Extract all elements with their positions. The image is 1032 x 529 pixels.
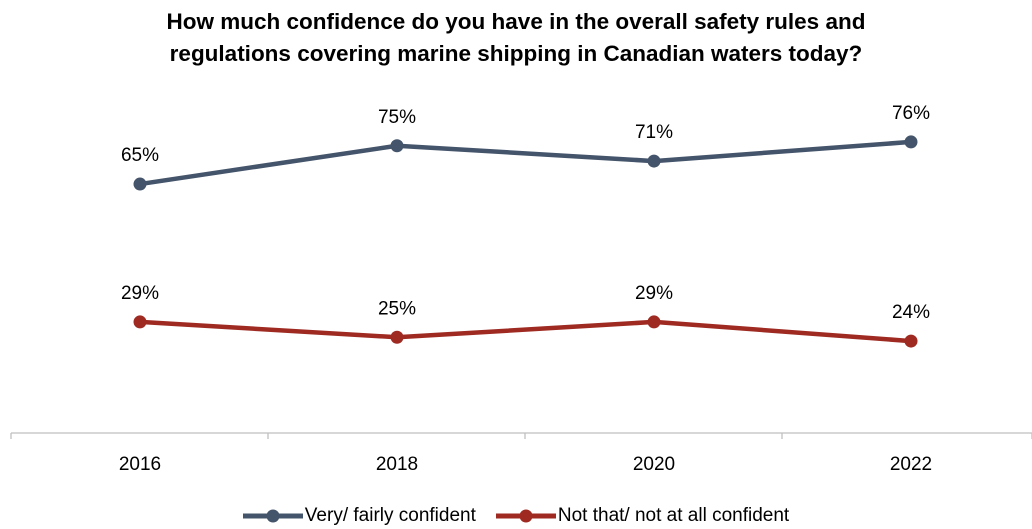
data-point [647, 315, 661, 329]
data-point [390, 139, 404, 153]
x-tick-label: 2022 [890, 454, 932, 475]
data-label: 29% [121, 283, 159, 304]
data-label: 25% [378, 298, 416, 319]
x-tick-label: 2020 [633, 454, 675, 475]
legend-item-very-fairly-confident: Very/ fairly confident [242, 505, 476, 527]
legend-label-series-1: Very/ fairly confident [304, 505, 476, 526]
data-label: 24% [892, 302, 930, 323]
chart-title: How much confidence do you have in the o… [0, 6, 1032, 70]
series-line-1 [137, 139, 914, 187]
series-line-2 [137, 319, 914, 344]
data-point [133, 315, 147, 329]
line-chart: 2016 2018 2020 2022 65% 75% 71% 76% 29% 25% 29% 24% [10, 103, 1032, 475]
chart-legend: Very/ fairly confident Not that/ not at … [0, 504, 1032, 528]
data-point [904, 334, 918, 348]
chart-title-line-1: How much confidence do you have in the o… [166, 9, 866, 34]
data-label: 71% [635, 122, 673, 143]
legend-item-not-confident: Not that/ not at all confident [495, 505, 790, 527]
legend-label-series-2: Not that/ not at all confident [557, 505, 790, 526]
legend-swatch-series-2 [495, 509, 556, 523]
x-tick-label: 2016 [119, 454, 161, 475]
data-point [904, 135, 918, 149]
data-label: 75% [378, 107, 416, 128]
x-tick-label: 2018 [376, 454, 418, 475]
legend-swatch-series-1 [242, 509, 303, 523]
data-label: 76% [892, 103, 930, 124]
data-point [647, 154, 661, 168]
data-point [133, 177, 147, 191]
data-label: 65% [121, 145, 159, 166]
data-label: 29% [635, 283, 673, 304]
data-point [390, 330, 404, 344]
chart-title-line-2: regulations covering marine shipping in … [169, 41, 863, 66]
